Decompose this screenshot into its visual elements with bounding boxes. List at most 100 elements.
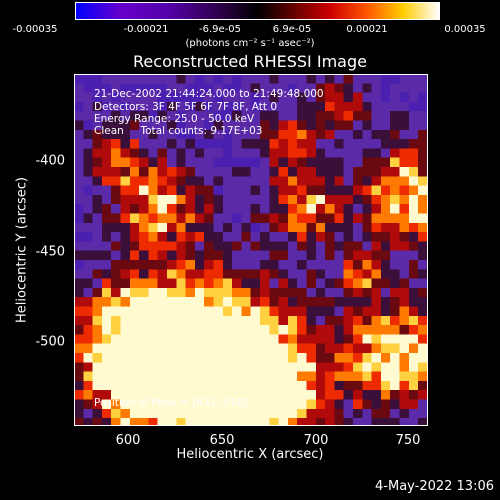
heatmap-cell — [418, 250, 428, 261]
heatmap-cell — [250, 83, 261, 94]
heatmap-cell — [111, 222, 122, 233]
heatmap-cell — [241, 343, 252, 354]
heatmap-cell — [334, 362, 345, 373]
heatmap-cell — [139, 204, 149, 215]
heatmap-cell — [92, 213, 103, 224]
heatmap-cell — [222, 204, 233, 215]
heatmap-cell — [241, 371, 252, 382]
heatmap-cell — [101, 380, 112, 391]
heatmap-cell — [353, 213, 363, 224]
heatmap-cell — [139, 390, 149, 401]
heatmap-cell — [139, 148, 149, 159]
heatmap-cell — [213, 278, 224, 289]
heatmap-cell — [194, 185, 205, 196]
heatmap-cell — [101, 287, 112, 298]
heatmap-cell — [325, 260, 335, 270]
heatmap-cell — [204, 213, 215, 224]
colorbar-tick: 0.00035 — [444, 24, 486, 35]
heatmap-cell — [260, 260, 270, 270]
heatmap-cell — [176, 260, 187, 270]
heatmap-cell — [315, 334, 326, 345]
heatmap-cell — [418, 287, 428, 298]
heatmap-cell — [92, 167, 103, 177]
heatmap-cell — [111, 139, 122, 149]
heatmap-cell — [204, 92, 215, 103]
heatmap-cell — [111, 101, 122, 112]
heatmap-cell — [176, 278, 187, 289]
heatmap-cell — [185, 101, 196, 112]
heatmap-cell — [380, 269, 391, 280]
heatmap-cell — [390, 241, 401, 252]
heatmap-cell — [390, 148, 401, 159]
heatmap-cell — [241, 250, 252, 261]
heatmap-cell — [74, 315, 84, 326]
heatmap-cell — [120, 399, 131, 410]
heatmap-cell — [306, 287, 317, 298]
heatmap-cell — [111, 167, 122, 177]
heatmap-cell — [185, 408, 196, 419]
heatmap-cell — [371, 185, 382, 196]
heatmap-cell — [380, 92, 391, 103]
heatmap-cell — [176, 74, 187, 84]
heatmap-cell — [269, 287, 280, 298]
heatmap-cell — [390, 194, 401, 205]
heatmap-cell — [148, 222, 159, 233]
heatmap-cell — [418, 260, 428, 270]
heatmap-cell — [325, 269, 335, 280]
heatmap-cell — [176, 334, 187, 345]
heatmap-cell — [185, 241, 196, 252]
heatmap-cell — [371, 83, 382, 94]
heatmap-cell — [427, 185, 428, 196]
heatmap-cell — [222, 399, 233, 410]
heatmap-cell — [380, 232, 391, 242]
heatmap-cell — [380, 101, 391, 112]
heatmap-cell — [287, 222, 298, 233]
heatmap-cell — [418, 343, 428, 354]
heatmap-cell — [260, 287, 270, 298]
heatmap-cell — [204, 343, 215, 354]
heatmap-cell — [213, 362, 224, 373]
heatmap-cell — [92, 185, 103, 196]
heatmap-cell — [353, 92, 363, 103]
timestamp: 4-May-2022 13:06 — [375, 479, 494, 494]
heatmap-cell — [92, 408, 103, 419]
heatmap-cell — [269, 157, 280, 168]
heatmap-cell — [380, 74, 391, 84]
heatmap-cell — [111, 232, 122, 242]
heatmap-cell — [74, 418, 84, 426]
heatmap-cell — [176, 194, 187, 205]
heatmap-cell — [129, 139, 140, 149]
heatmap-cell — [167, 139, 177, 149]
heatmap-cell — [204, 334, 215, 345]
colorbar — [75, 2, 440, 20]
heatmap-cell — [74, 287, 84, 298]
heatmap-cell — [427, 194, 428, 205]
heatmap-cell — [380, 129, 391, 140]
heatmap-cell — [139, 287, 149, 298]
heatmap-cell — [241, 185, 252, 196]
heatmap-cell — [213, 325, 224, 335]
heatmap-cell — [269, 380, 280, 391]
heatmap-cell — [260, 297, 270, 308]
heatmap-cell — [157, 371, 168, 382]
heatmap-cell — [408, 185, 419, 196]
heatmap-cell — [92, 222, 103, 233]
heatmap-cell — [418, 315, 428, 326]
heatmap-cell — [362, 167, 373, 177]
heatmap-cell — [250, 353, 261, 363]
heatmap-cell — [222, 315, 233, 326]
heatmap-cell — [315, 83, 326, 94]
heatmap-cell — [399, 390, 410, 401]
heatmap-cell — [101, 269, 112, 280]
heatmap-cell — [167, 222, 177, 233]
heatmap-cell — [371, 287, 382, 298]
heatmap-cell — [343, 325, 354, 335]
heatmap-cell — [111, 111, 122, 122]
heatmap-cell — [241, 213, 252, 224]
heatmap-cell — [241, 306, 252, 317]
heatmap-cell — [380, 306, 391, 317]
heatmap-cell — [129, 380, 140, 391]
heatmap-cell — [343, 380, 354, 391]
heatmap-cell — [157, 260, 168, 270]
heatmap-cell — [83, 399, 94, 410]
